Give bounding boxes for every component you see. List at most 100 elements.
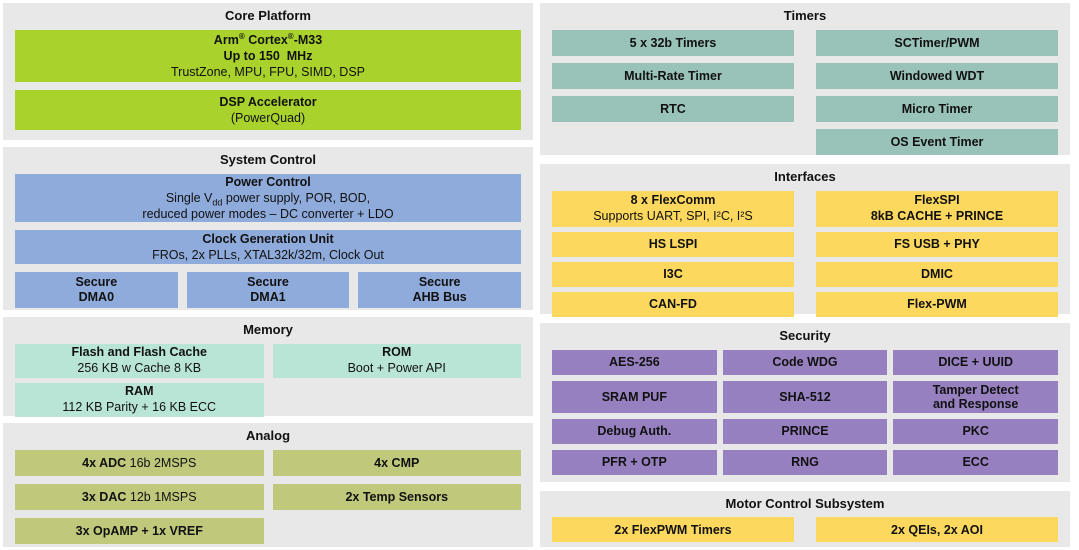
registered-mark-icon: ® — [238, 31, 245, 41]
flexcomm-subtitle: Supports UART, SPI, I²C, I²S — [593, 208, 753, 223]
block-sctimer-pwm: SCTimer/PWM — [816, 29, 1058, 56]
timers-title: Timers — [783, 8, 827, 23]
security-cell-line: DICE + UUID — [938, 355, 1013, 370]
flash-subtitle: 256 KB w Cache 8 KB — [77, 360, 202, 375]
block-ecc: ECC — [893, 449, 1058, 475]
timers-col2: SCTimer/PWM Windowed WDT Micro Timer OS … — [816, 29, 1058, 155]
section-system-control: System Control Power Control Single Vdd … — [3, 147, 533, 310]
section-interfaces: Interfaces 8 x FlexComm Supports UART, S… — [540, 163, 1070, 317]
security-cell-line: Debug Auth. — [597, 424, 672, 439]
security-grid: AES-256 Code WDG DICE + UUID SRAM PUF SH… — [552, 349, 1058, 475]
security-cell-line: PKC — [962, 424, 989, 439]
analog-title: Analog — [245, 427, 291, 443]
dac-label-rest: 12b 1MSPS — [126, 489, 197, 504]
security-cell-line: PFR + OTP — [601, 455, 667, 470]
block-temp-sensors: 2x Temp Sensors — [272, 483, 521, 510]
block-dac: 3x DAC 12b 1MSPS — [15, 483, 264, 510]
block-flash: Flash and Flash Cache 256 KB w Cache 8 K… — [15, 343, 264, 378]
block-micro-timer: Micro Timer — [816, 95, 1058, 122]
clock-subtitle: FROs, 2x PLLs, XTAL32k/32m, Clock Out — [152, 247, 384, 262]
block-sha-512: SHA-512 — [722, 380, 888, 413]
right-column: Timers 5 x 32b Timers Multi-Rate Timer R… — [540, 3, 1070, 547]
block-dice-uuid: DICE + UUID — [893, 349, 1058, 375]
rom-title: ROM — [382, 345, 412, 360]
block-windowed-wdt: Windowed WDT — [816, 62, 1058, 89]
core-platform-title: Core Platform — [225, 8, 311, 23]
section-core-platform: Core Platform Arm® Cortex®-M33 Up to 150… — [3, 3, 533, 141]
secure-dma1-line1: Secure — [247, 274, 289, 289]
memory-title: Memory — [243, 321, 293, 337]
cpu-name-line: Arm® Cortex®-M33 — [214, 32, 322, 48]
dsp-title: DSP Accelerator — [219, 94, 317, 109]
section-security: Security AES-256 Code WDG DICE + UUID SR… — [540, 322, 1070, 482]
block-clock-generation: Clock Generation Unit FROs, 2x PLLs, XTA… — [15, 229, 521, 264]
section-analog: Analog 4x ADC 16b 2MSPS 4x CMP 3x DAC 12… — [3, 422, 533, 547]
security-cell-line: and Response — [932, 396, 1019, 411]
cpu-features: TrustZone, MPU, FPU, SIMD, DSP — [170, 64, 365, 79]
security-cell-line: AES-256 — [608, 355, 660, 370]
system-control-title: System Control — [219, 152, 317, 168]
cpu-name-part: Arm — [213, 32, 239, 47]
temp-label: 2x Temp Sensors — [345, 489, 448, 505]
ram-title: RAM — [125, 384, 154, 399]
block-dmic: DMIC — [816, 261, 1058, 287]
block-pfr-otp: PFR + OTP — [552, 449, 717, 475]
cmp-label: 4x CMP — [374, 455, 419, 471]
clock-title: Clock Generation Unit — [202, 231, 334, 246]
flexcomm-title: 8 x FlexComm — [630, 193, 716, 208]
block-multi-rate-timer: Multi-Rate Timer — [552, 62, 794, 89]
block-ram: RAM 112 KB Parity + 16 KB ECC — [15, 382, 264, 417]
block-os-event-timer: OS Event Timer — [816, 128, 1058, 155]
vdd-subscript: dd — [212, 197, 223, 208]
secure-dma0-line1: Secure — [75, 274, 118, 289]
adc-label-rest: 16b 2MSPS — [126, 455, 197, 470]
timers-col1: 5 x 32b Timers Multi-Rate Timer RTC — [552, 29, 794, 155]
left-column: Core Platform Arm® Cortex®-M33 Up to 150… — [3, 3, 533, 547]
block-qei-aoi: 2x QEIs, 2x AOI — [816, 517, 1058, 543]
power-control-line3: reduced power modes – DC converter + LDO — [142, 206, 394, 221]
security-cell-line: ECC — [962, 455, 989, 470]
memory-grid: Flash and Flash Cache 256 KB w Cache 8 K… — [15, 343, 522, 417]
power-control-title: Power Control — [225, 174, 311, 189]
secure-ahb-line1: Secure — [418, 274, 461, 289]
memory-grid-spacer — [273, 383, 522, 417]
adc-label: 4x ADC 16b 2MSPS — [82, 455, 196, 471]
analog-grid: 4x ADC 16b 2MSPS 4x CMP 3x DAC 12b 1MSPS… — [15, 449, 521, 544]
block-rtc: RTC — [552, 95, 794, 122]
block-cmp: 4x CMP — [272, 449, 521, 476]
temp-label-bold: 2x Temp Sensors — [345, 489, 449, 504]
security-cell-line: Code WDG — [772, 355, 838, 370]
motor-grid: 2x FlexPWM Timers 2x QEIs, 2x AOI — [552, 517, 1058, 543]
cpu-name-part: Cortex — [244, 32, 288, 47]
security-cell-line: PRINCE — [781, 424, 829, 439]
block-dsp-accelerator: DSP Accelerator (PowerQuad) — [15, 89, 521, 130]
cpu-speed: Up to 150 MHz — [223, 48, 313, 63]
security-cell-line: Tamper Detect — [932, 382, 1019, 397]
power-line2-post: power supply, POR, BOD, — [222, 190, 371, 205]
block-secure-dma0: Secure DMA0 — [15, 271, 178, 308]
interfaces-grid: 8 x FlexComm Supports UART, SPI, I²C, I²… — [552, 190, 1058, 317]
ram-subtitle: 112 KB Parity + 16 KB ECC — [62, 399, 217, 414]
rom-subtitle: Boot + Power API — [347, 360, 446, 375]
cmp-label-bold: 4x CMP — [374, 455, 420, 470]
block-flexpwm-timers: 2x FlexPWM Timers — [552, 517, 794, 543]
security-title: Security — [779, 327, 831, 343]
block-debug-auth: Debug Auth. — [552, 418, 717, 444]
block-flex-pwm: Flex-PWM — [816, 291, 1058, 317]
block-hs-lspi: HS LSPI — [552, 231, 794, 257]
registered-mark-icon: ® — [287, 31, 294, 41]
security-cell-line: SRAM PUF — [601, 389, 667, 404]
adc-label-bold: 4x ADC — [82, 455, 127, 470]
block-code-wdg: Code WDG — [722, 349, 888, 375]
opamp-label-bold: 3x OpAMP + 1x VREF — [75, 523, 203, 538]
opamp-label: 3x OpAMP + 1x VREF — [76, 523, 203, 539]
dsp-subtitle: (PowerQuad) — [230, 110, 306, 125]
flexspi-subtitle: 8kB CACHE + PRINCE — [870, 208, 1004, 223]
cpu-name-part: -M33 — [293, 32, 323, 47]
block-opamp-vref: 3x OpAMP + 1x VREF — [15, 517, 264, 544]
block-pkc: PKC — [893, 418, 1058, 444]
security-cell-line: SHA-512 — [779, 389, 831, 404]
motor-control-title: Motor Control Subsystem — [725, 495, 885, 511]
block-adc: 4x ADC 16b 2MSPS — [15, 449, 264, 476]
block-can-fd: CAN-FD — [552, 291, 794, 317]
